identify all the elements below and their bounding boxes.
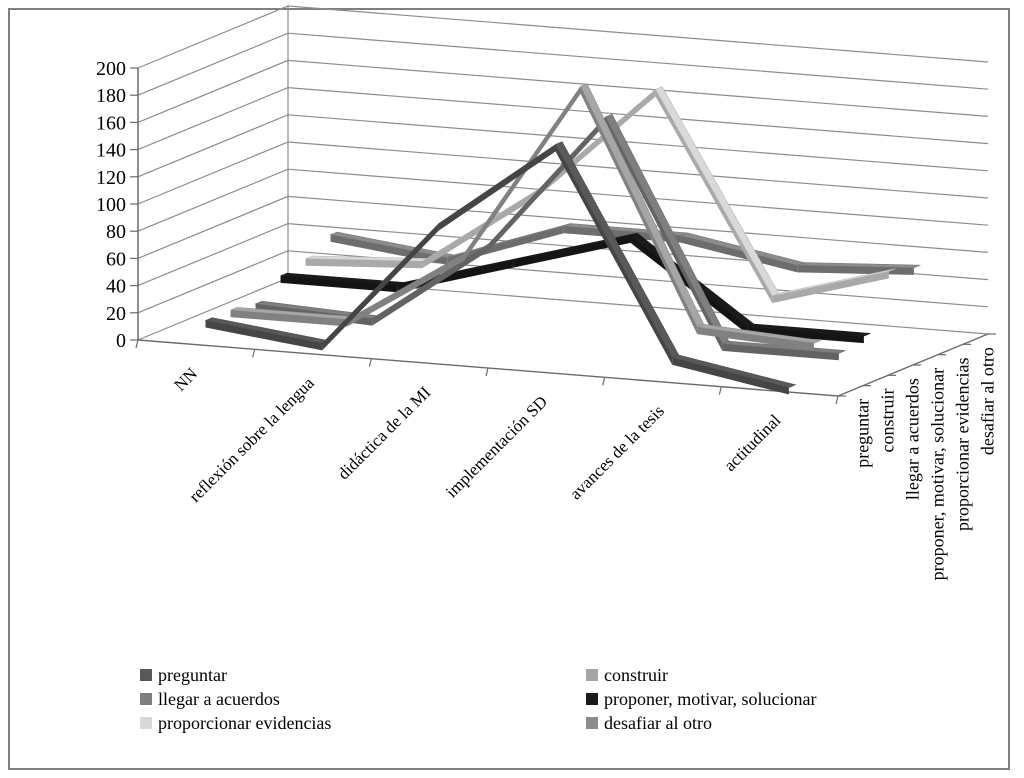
depth-series-label: construir: [878, 388, 898, 452]
x-category-label: reflexión sobre la lengua: [185, 373, 318, 506]
depth-series-label: desafiar al otro: [978, 347, 998, 455]
series-segment-side: [280, 275, 398, 293]
depth-series-label: proponer, motivar, solucionar: [928, 368, 948, 581]
x-category-label: actitudinal: [720, 411, 784, 475]
legend-label: proponer, motivar, solucionar: [604, 688, 817, 709]
series-segment-top: [747, 323, 871, 337]
series-segment-top: [696, 324, 822, 344]
legend-label: construir: [604, 664, 668, 685]
y-tick-label: 0: [116, 330, 126, 352]
legend-swatch: [586, 669, 598, 681]
chart-axes: [130, 67, 996, 405]
series-segment-side: [347, 253, 464, 327]
y-tick-label: 40: [106, 276, 126, 298]
series-segment-side: [230, 310, 348, 327]
gridline: [137, 5, 989, 69]
series-line-proponer-motivar-solucionar: [280, 232, 871, 344]
legend-label: llegar a acuerdos: [158, 688, 280, 709]
y-tick-label: 180: [96, 85, 126, 107]
series-segment-top: [671, 354, 797, 388]
x-tick: [602, 377, 606, 386]
series-segment-top: [722, 340, 846, 354]
series-segment-side: [722, 343, 839, 361]
depth-series-label: llegar a acuerdos: [903, 378, 923, 500]
y-tick-label: 60: [106, 248, 126, 270]
series-segment-side: [330, 234, 448, 265]
x-tick: [718, 386, 722, 395]
series-segment-side: [513, 235, 631, 268]
series-segment-side: [438, 144, 556, 231]
chart-frame: [8, 8, 1010, 770]
legend-swatch: [140, 693, 152, 705]
x-category-label: NN: [170, 364, 201, 395]
series-segment-side: [605, 116, 723, 351]
legend-label: desafiar al otro: [604, 712, 712, 733]
y-tick-label: 200: [96, 58, 126, 80]
legend-swatch: [586, 717, 598, 729]
legend-item: desafiar al otro: [586, 712, 712, 734]
series-segment-top: [797, 262, 921, 269]
series-segment-side: [580, 86, 698, 335]
series-line-proporcionar-evidencias: [305, 86, 896, 304]
x-tick: [485, 367, 489, 377]
y-tick-label: 20: [106, 303, 126, 325]
series-segment-side: [680, 235, 798, 273]
series-segment-side: [747, 326, 864, 344]
chart-gridlines: [137, 5, 989, 341]
series-segment-side: [488, 116, 606, 251]
legend-swatch: [140, 717, 152, 729]
series-segment-side: [372, 243, 489, 326]
depth-series-label: proporcionar evidencias: [953, 358, 973, 531]
x-category-label: didáctica de la MI: [334, 382, 435, 483]
y-tick-label: 160: [96, 112, 126, 134]
y-tick-label: 80: [106, 221, 126, 243]
depth-series-label: preguntar: [853, 399, 873, 468]
series-line-desafiar-al-otro: [329, 223, 921, 275]
legend-swatch: [140, 669, 152, 681]
x-tick: [135, 339, 139, 349]
legend-item: construir: [586, 664, 668, 686]
legend-item: preguntar: [140, 664, 227, 686]
y-tick-label: 120: [96, 167, 126, 189]
legend-item: proporcionar evidencias: [140, 712, 331, 734]
series-segment-side: [305, 258, 423, 269]
series-segment-side: [672, 357, 789, 395]
series-segment-side: [422, 188, 539, 269]
series-segment-side: [205, 320, 323, 351]
x-category-label: avances de la tesis: [566, 401, 668, 503]
y-tick-label: 100: [96, 194, 126, 216]
x-tick: [252, 349, 256, 358]
series-segment-side: [555, 144, 673, 365]
x-category-label: implementación SD: [442, 392, 551, 501]
series-line-preguntar: [204, 141, 797, 395]
series-segment-side: [697, 327, 814, 351]
chart-series: [204, 83, 921, 395]
legend-item: llegar a acuerdos: [140, 688, 280, 710]
legend-label: preguntar: [158, 664, 227, 685]
legend-label: proporcionar evidencias: [158, 712, 332, 733]
x-tick: [368, 358, 372, 367]
gridline: [137, 32, 989, 96]
series-segment-side: [322, 223, 439, 351]
y-tick-label: 140: [96, 140, 126, 162]
legend-swatch: [586, 693, 598, 705]
x-tick: [835, 395, 839, 405]
series-segment-side: [772, 271, 889, 304]
legend-item: proponer, motivar, solucionar: [586, 688, 817, 710]
gridline: [137, 168, 989, 232]
series-segment-side: [655, 89, 773, 304]
series-line-llegar-a-acuerdos: [254, 113, 846, 361]
